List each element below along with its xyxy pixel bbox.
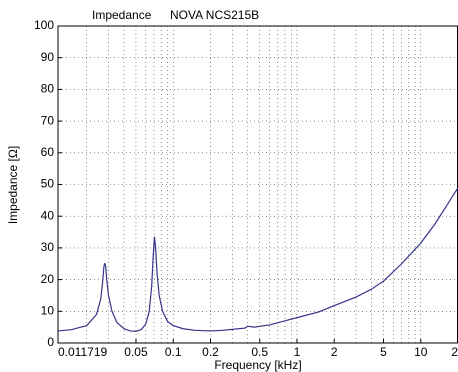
y-tick-label: 30 (41, 240, 55, 254)
plot-frame (57, 25, 458, 344)
y-tick-label: 40 (41, 208, 55, 222)
y-tick-label: 80 (41, 82, 55, 96)
impedance-line (57, 187, 458, 332)
x-tick-label: 0.05 (124, 345, 148, 359)
x-tick-label: 10 (414, 345, 428, 359)
y-tick-label: 90 (41, 50, 55, 64)
y-tick-label: 10 (41, 303, 55, 317)
x-tick-label: 5 (380, 345, 387, 359)
x-tick-label: 0.1 (165, 345, 182, 359)
y-tick-label: 60 (41, 145, 55, 159)
x-tick-label: 0.5 (251, 345, 268, 359)
y-tick-label: 0 (47, 335, 54, 349)
y-tick-label: 70 (41, 113, 55, 127)
x-axis-label: Frequency [kHz] (214, 358, 301, 372)
y-tick-label: 50 (41, 177, 55, 191)
y-axis-label: Impedance [Ω] (6, 146, 20, 224)
x-tick-label: 0.011719 (58, 345, 107, 359)
x-tick-label: 1 (294, 345, 301, 359)
y-tick-label: 20 (41, 272, 55, 286)
x-tick-label: 0.2 (202, 345, 219, 359)
x-tick-label: 2 (331, 345, 338, 359)
y-tick-label: 100 (34, 18, 54, 32)
chart-subtitle: NOVA NCS215B (170, 8, 259, 22)
chart-title: Impedance (92, 8, 152, 22)
x-tick-label: 20 (451, 345, 458, 359)
